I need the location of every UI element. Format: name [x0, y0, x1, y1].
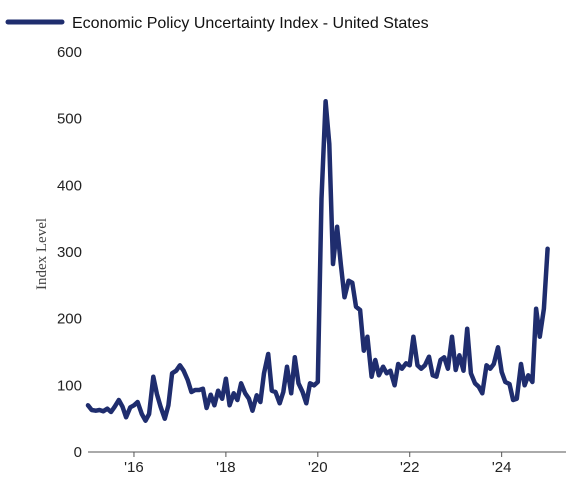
legend: Economic Policy Uncertainty Index - Unit…: [5, 15, 429, 32]
x-tick-label: '22: [400, 459, 420, 476]
series-line: [85, 99, 550, 423]
y-tick-label: 400: [57, 177, 82, 194]
y-axis: 0 100 200 300 400 500 600: [57, 44, 82, 461]
x-tick-label: '16: [124, 459, 144, 476]
x-axis: '16 '18 '20 '22 '24: [88, 451, 566, 476]
x-tick-label: '24: [492, 459, 512, 476]
y-axis-label: Index Level: [34, 218, 50, 290]
y-tick-label: 200: [57, 311, 82, 328]
y-tick-label: 500: [57, 111, 82, 128]
x-tick-label: '18: [216, 459, 236, 476]
y-tick-label: 100: [57, 377, 82, 394]
series-group: [85, 99, 550, 423]
y-tick-label: 0: [74, 444, 82, 461]
y-tick-label: 600: [57, 44, 82, 61]
y-tick-label: 300: [57, 244, 82, 261]
legend-label: Economic Policy Uncertainty Index - Unit…: [72, 15, 429, 32]
x-tick-label: '20: [308, 459, 328, 476]
